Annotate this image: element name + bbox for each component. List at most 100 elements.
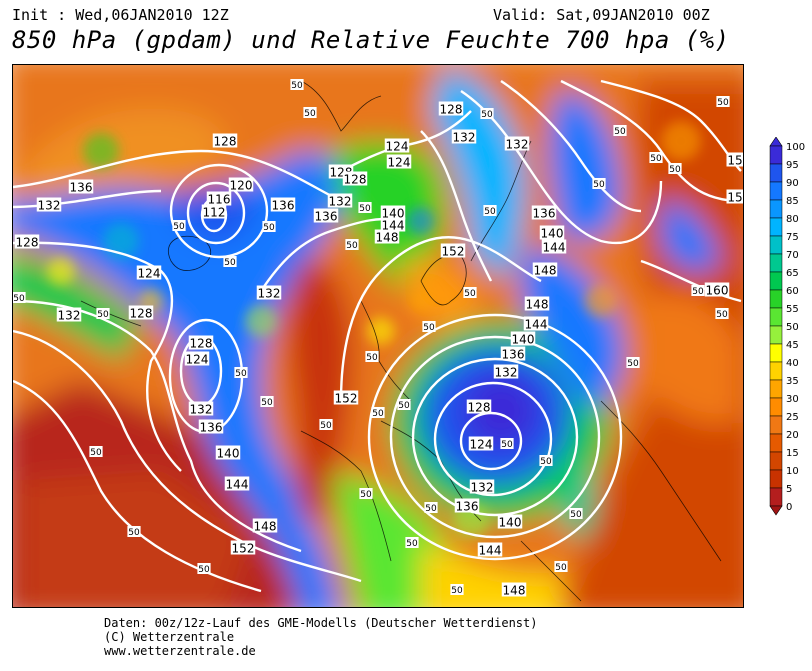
svg-text:128: 128	[190, 337, 213, 351]
humidity-label: 50	[424, 502, 438, 514]
contour-label: 112	[201, 204, 227, 220]
contour-label: 144	[477, 542, 503, 558]
svg-text:132: 132	[58, 309, 81, 323]
svg-text:136: 136	[200, 421, 223, 435]
svg-text:152: 152	[232, 542, 255, 556]
svg-text:50: 50	[406, 539, 418, 549]
svg-text:140: 140	[512, 333, 535, 347]
colorbar-swatch	[769, 451, 783, 471]
humidity-label: 50	[480, 108, 494, 120]
contour-label: 124	[386, 154, 412, 170]
svg-text:128: 128	[344, 173, 367, 187]
contour-label: 148	[532, 262, 558, 278]
svg-text:148: 148	[534, 264, 557, 278]
humidity-label: 50	[715, 308, 729, 320]
colorbar-swatch	[769, 253, 783, 273]
colorbar-tick-label: 95	[786, 160, 799, 171]
colorbar-swatch	[769, 433, 783, 453]
svg-text:50: 50	[716, 310, 728, 320]
svg-text:50: 50	[501, 440, 513, 450]
contour-label: 124	[184, 351, 210, 367]
contour-label: 144	[380, 217, 406, 233]
svg-text:140: 140	[217, 447, 240, 461]
colorbar-tick-label: 15	[786, 448, 799, 459]
contour-label: 128	[212, 133, 238, 149]
contour-label: 124	[384, 138, 410, 154]
svg-text:124: 124	[386, 140, 409, 154]
svg-text:50: 50	[717, 98, 729, 108]
svg-text:128: 128	[214, 135, 237, 149]
svg-text:50: 50	[423, 323, 435, 333]
humidity-label: 50	[405, 537, 419, 549]
svg-text:132: 132	[38, 199, 61, 213]
colorbar-swatch	[769, 271, 783, 291]
svg-text:144: 144	[226, 478, 249, 492]
svg-text:50: 50	[570, 510, 582, 520]
humidity-label: 50	[234, 367, 248, 379]
humidity-label: 50	[569, 508, 583, 520]
humidity-label: 50	[303, 107, 317, 119]
svg-text:140: 140	[541, 227, 564, 241]
svg-text:132: 132	[258, 287, 281, 301]
contour-label: 136	[313, 208, 339, 224]
contour-label: 116	[206, 191, 232, 207]
svg-text:152: 152	[442, 245, 465, 259]
colorbar-tick-label: 50	[786, 322, 799, 333]
contour-label: 128	[438, 101, 464, 117]
svg-text:128: 128	[468, 401, 491, 415]
humidity-label: 50	[422, 321, 436, 333]
humidity-label: 50	[613, 125, 627, 137]
svg-text:50: 50	[669, 165, 681, 175]
colorbar-tick-label: 65	[786, 268, 799, 279]
humidity-label: 50	[371, 407, 385, 419]
colorbar-tick-label: 5	[786, 484, 792, 495]
svg-text:132: 132	[190, 403, 213, 417]
svg-text:50: 50	[372, 409, 384, 419]
svg-text:136: 136	[502, 348, 525, 362]
svg-text:128: 128	[440, 103, 463, 117]
humidity-label: 50	[172, 220, 186, 232]
colorbar-bottom-arrow	[769, 505, 783, 516]
contour-label: 132	[36, 197, 62, 213]
svg-text:124: 124	[470, 438, 493, 452]
colorbar-tick-label: 60	[786, 286, 799, 297]
humidity-label: 50	[554, 561, 568, 573]
footer-copyright: (C) Wetterzentrale	[104, 630, 235, 644]
svg-text:136: 136	[272, 199, 295, 213]
humidity-label: 50	[13, 292, 26, 304]
humidity-label: 50	[626, 357, 640, 369]
humidity-label: 50	[223, 256, 237, 268]
svg-text:132: 132	[506, 138, 529, 152]
contour-label: 140	[380, 205, 406, 221]
humidity-labels: 50 50 50 50 50 50 50 50 50 50 50 50 50 50 50 50 50 50 50 50…	[13, 79, 730, 596]
contour-label: 136	[198, 419, 224, 435]
humidity-label: 50	[127, 526, 141, 538]
contour-label: 136	[454, 498, 480, 514]
colorbar-swatch	[769, 397, 783, 417]
humidity-label: 50	[668, 163, 682, 175]
contour-label: 152	[333, 390, 359, 406]
svg-text:50: 50	[481, 110, 493, 120]
colorbar-swatch	[769, 361, 783, 381]
contour-label: 140	[510, 331, 536, 347]
contour-label: 144	[523, 316, 549, 332]
contour-label: 128	[342, 171, 368, 187]
svg-text:50: 50	[555, 563, 567, 573]
contour-label: 132	[188, 401, 214, 417]
colorbar-swatch	[769, 145, 783, 165]
svg-text:50: 50	[650, 154, 662, 164]
humidity-colorbar: 100 95 90 85 80 75 70 65 60 55 50 45 40 35 30 25 20 15 10 5…	[768, 136, 808, 527]
contour-label: 128	[188, 335, 214, 351]
svg-text:15: 15	[727, 154, 742, 168]
colorbar-tick-label: 35	[786, 376, 799, 387]
svg-text:50: 50	[627, 359, 639, 369]
humidity-label: 50	[262, 221, 276, 233]
humidity-label: 50	[450, 584, 464, 596]
svg-text:50: 50	[235, 369, 247, 379]
svg-text:50: 50	[614, 127, 626, 137]
contour-label: 148	[252, 518, 278, 534]
humidity-label: 50	[290, 79, 304, 91]
svg-text:136: 136	[315, 210, 338, 224]
svg-text:50: 50	[540, 457, 552, 467]
